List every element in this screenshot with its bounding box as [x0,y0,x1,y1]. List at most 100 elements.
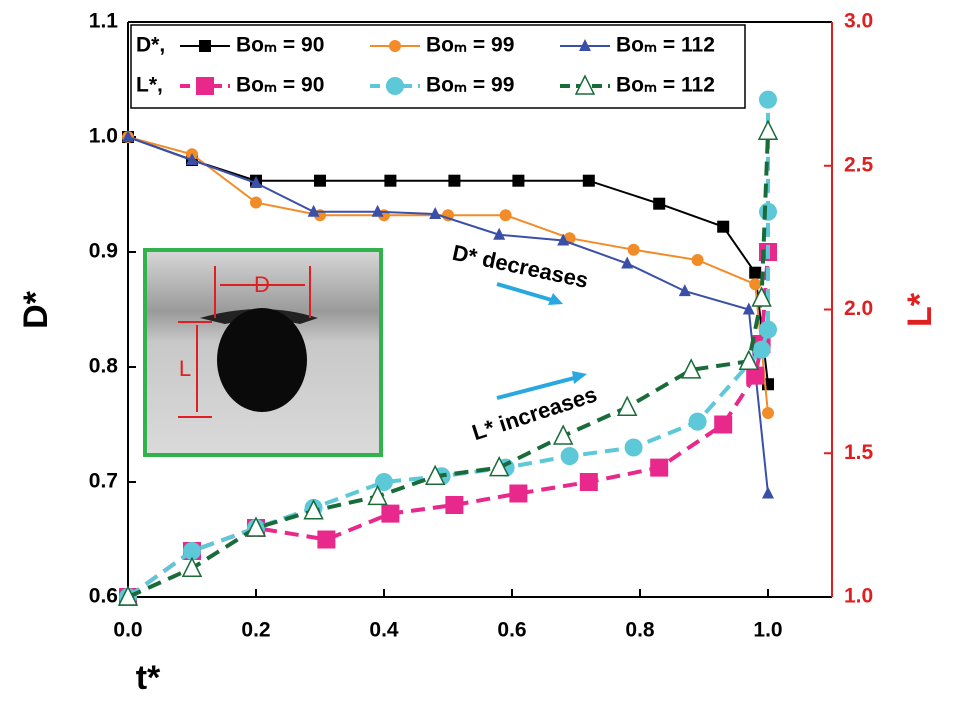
marker [367,484,388,506]
marker [717,220,730,233]
marker [317,530,336,549]
marker [746,366,765,385]
marker [512,174,525,187]
annotation: L* increases [469,381,600,445]
x-tick-label: 1.0 [753,619,782,642]
y-tick-label: 0.6 [89,585,118,608]
marker [560,447,579,466]
series-line [127,136,769,494]
legend-label: Boₘ = 90 [236,34,324,57]
marker [624,438,643,457]
marker [250,176,262,188]
marker [122,130,134,142]
marker [181,556,203,577]
x-axis-label: t* [136,659,161,696]
legend-label: Boₘ = 112 [616,34,715,57]
arrow-head [548,293,563,305]
y-tick-label: 0.9 [89,240,118,263]
marker [762,407,774,419]
marker [448,174,461,187]
marker [688,412,707,431]
legend-marker [199,40,211,52]
marker [627,243,640,256]
marker [384,174,397,187]
legend-marker [579,39,591,51]
series-line [127,136,769,414]
marker [762,486,774,499]
marker [579,473,598,491]
marker [714,415,733,434]
legend-label: Boₘ = 90 [236,74,324,97]
y2-tick-label: 1.5 [844,441,874,464]
annotation: D* decreases [450,240,590,293]
y2-tick-label: 1.0 [844,585,873,608]
marker [375,473,393,491]
arrow [496,375,579,400]
marker [752,340,771,359]
x-tick-label: 0.4 [369,619,399,642]
marker [749,278,762,291]
y-tick-label: 1.1 [89,10,119,33]
marker [429,207,442,220]
y2-tick-label: 2.0 [844,297,873,320]
marker [381,504,400,523]
marker [557,233,570,246]
marker [621,256,634,269]
x-tick-label: 0.0 [113,619,142,642]
legend-label: Boₘ = 99 [426,74,514,97]
y-tick-label: 0.8 [89,355,119,378]
marker [680,358,702,379]
marker [653,197,666,210]
marker [582,174,595,187]
x-tick-label: 0.2 [241,619,270,642]
y2-axis-label: L* [901,292,939,327]
marker [186,153,198,165]
marker [759,320,777,339]
marker [424,464,446,485]
marker [616,395,638,416]
marker [650,458,669,477]
marker [117,585,139,606]
marker [759,202,777,221]
marker [749,266,762,279]
y-tick-label: 1.0 [89,125,118,148]
marker [759,90,777,109]
legend-group-label: D*, [136,34,165,57]
marker [250,196,262,209]
x-tick-label: 0.8 [625,619,655,642]
marker [678,284,691,297]
marker [757,119,779,140]
y-tick-label: 0.7 [89,470,118,493]
marker [738,349,760,370]
legend-marker [574,74,596,95]
legend [130,24,746,109]
marker [691,254,704,267]
marker [742,302,755,315]
inset-photo: D L [143,248,383,457]
marker [314,174,326,187]
inset-label: D [254,272,270,297]
marker [488,455,510,477]
legend-label: Boₘ = 112 [616,74,715,97]
arrow-head [572,371,587,384]
y2-tick-label: 2.5 [844,153,874,176]
marker [183,542,201,560]
legend-group-label: L*, [136,74,163,97]
series-line [127,136,769,385]
y-axis-label: D* [17,290,55,329]
marker [509,484,528,503]
marker [751,286,772,307]
x-tick-label: 0.6 [497,619,526,642]
legend-label: Boₘ = 99 [426,34,514,57]
marker [307,204,320,217]
arrow [496,282,556,303]
legend-marker [389,40,401,52]
y2-tick-label: 3.0 [844,10,873,33]
legend-marker [196,77,214,95]
marker [371,204,384,217]
marker [552,424,574,445]
marker [303,499,324,520]
legend-marker [386,77,404,95]
inset-label: L [179,356,191,381]
